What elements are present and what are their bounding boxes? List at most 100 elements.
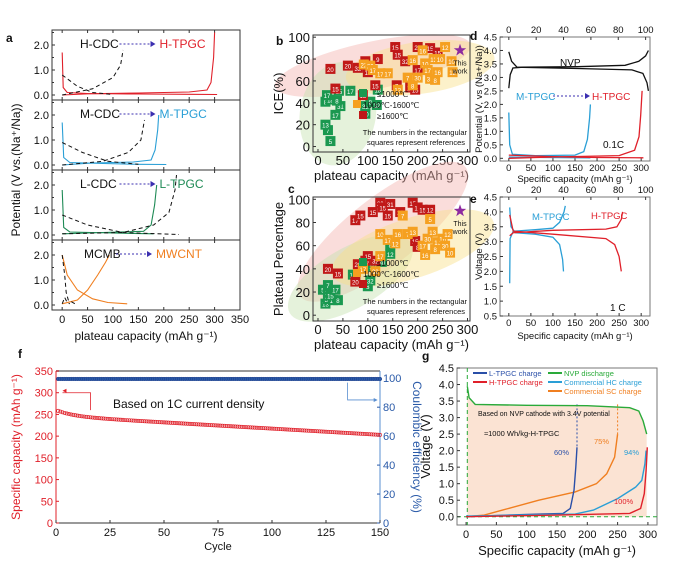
ref-square (442, 229, 453, 240)
ref-square (372, 54, 383, 65)
ref-number: 13 (409, 231, 416, 237)
ref-square (367, 207, 378, 218)
ref-number: 15 (394, 54, 401, 60)
scatter-point: 17 (330, 284, 341, 295)
panel-label: b (276, 34, 283, 48)
ref-square (400, 56, 411, 67)
ref-number: 22 (360, 64, 367, 70)
y-tick-label: 0.0 (484, 154, 497, 165)
ref-square (370, 80, 381, 91)
ref-square (422, 64, 433, 75)
panel-d: 0.0 0.5 1.0 1.5 2.0 2.5 3.0 3.5 4.0 4.5 0 50 100 150 2… (474, 25, 654, 185)
capacity-marker (287, 427, 292, 432)
capacity-marker (317, 429, 322, 434)
y-tick-label: 80 (296, 52, 310, 67)
ref-square (425, 214, 436, 225)
x-tick-label: 300 (457, 153, 479, 168)
scatter-point: 12 (442, 229, 453, 240)
ref-square (332, 268, 343, 279)
scatter-point: 31 (385, 198, 396, 209)
ref-number: 30 (414, 77, 421, 83)
capacity-marker (187, 421, 192, 426)
ref-square (330, 284, 341, 295)
capacity-marker (97, 416, 102, 421)
ref-square (435, 54, 446, 65)
x-tick-label: 50 (336, 322, 350, 337)
scatter-point: 15 (377, 202, 388, 213)
ref-square (390, 42, 401, 53)
capacity-marker (321, 429, 326, 434)
note-text: ≈1000 Wh/kg-H-TPGC (484, 429, 560, 438)
ref-number: 15 (335, 272, 342, 278)
note-text: The numbers in the rectangular (363, 128, 468, 137)
ref-square (382, 234, 393, 245)
scatter-point: 15 (355, 210, 366, 221)
capacity-marker (347, 431, 352, 436)
panel-g: 0.0 0.5 1.0 1.5 2.0 2.5 3.0 3.5 4.0 4.5 0 50 100 150 2… (418, 363, 658, 558)
scatter-point: 16 (392, 229, 403, 240)
ref-square (430, 74, 441, 85)
capacity-marker (179, 421, 184, 426)
ref-number: 15 (364, 255, 371, 261)
capacity-marker (60, 410, 65, 415)
capacity-marker (149, 419, 153, 424)
ref-number: 8 (411, 84, 415, 90)
legend-label: ≥1600℃ (377, 112, 408, 121)
capacity-marker (285, 427, 290, 432)
x-tick-label: 50 (81, 314, 93, 326)
legend-swatch (359, 258, 367, 266)
scatter-point: 7 (322, 280, 333, 291)
ref-square (390, 238, 401, 249)
ref-number: 17 (347, 90, 354, 96)
capacity-marker (291, 427, 296, 432)
ref-number: 17 (369, 69, 376, 75)
x-tick-label: 300 (457, 322, 479, 337)
capacity-marker (211, 423, 216, 428)
star-label: This (453, 60, 467, 67)
ref-number: 18 (327, 99, 334, 105)
capacity-marker (190, 422, 195, 426)
arrow-head (147, 251, 152, 257)
ref-number: 16 (422, 254, 429, 260)
ref-square (420, 249, 431, 260)
ref-square (375, 68, 386, 79)
x-axis-title: plateau capacity (mAh g⁻¹) (314, 168, 469, 183)
ref-number: 12 (444, 233, 451, 239)
scatter-point: 20 (325, 63, 336, 74)
ref-square (376, 256, 387, 267)
y-tick-label: 1.0 (484, 127, 497, 138)
ref-number: 31 (387, 203, 394, 209)
capacity-marker (73, 413, 78, 418)
capacity-arrow-head (62, 388, 67, 393)
ref-number: 9 (376, 58, 380, 64)
ref-square (440, 42, 451, 53)
capacity-marker (319, 429, 324, 434)
x-tick-label: 50 (158, 527, 170, 539)
y-tick-label: 100 (288, 192, 310, 207)
panel-label: e (470, 192, 477, 206)
y-tick-label: 3.5 (484, 59, 497, 70)
scatter-point: 15 (362, 251, 373, 261)
y-tick-label: 100 (288, 30, 310, 45)
capacity-marker (334, 430, 339, 435)
arrow-head (150, 181, 156, 187)
x-axis-title: Cycle (204, 541, 232, 553)
capacity-marker (103, 416, 108, 421)
x2-tick-label: 40 (558, 185, 569, 196)
y-tick-label: 0.0 (34, 90, 49, 102)
ref-number: 18 (374, 89, 381, 95)
panel-f: 0 50 100 150 200 250 300 350 0 20 40 60 80 100 0 25 50 75… (9, 366, 424, 553)
x-tick-label: 100 (518, 529, 536, 541)
y-axis-title: Plateau Percentage (271, 202, 286, 316)
percent-label: 60% (554, 448, 569, 457)
x2-tick-label: 0 (506, 25, 511, 36)
capacity-marker (278, 427, 283, 432)
scatter-point: 16 (420, 249, 431, 260)
note-text: squares represent references (367, 307, 465, 316)
capacity-marker (216, 423, 220, 428)
y-tick-label: 0.0 (34, 230, 49, 242)
curve (466, 386, 648, 435)
legend-label: 1000℃-1600℃ (363, 270, 419, 279)
ref-number: 32 (355, 67, 362, 73)
dashed-curve (62, 214, 180, 235)
